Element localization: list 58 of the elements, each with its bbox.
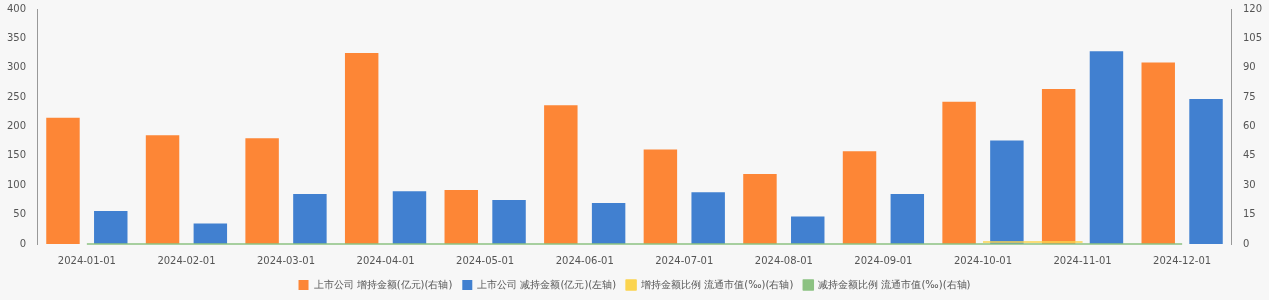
y-tick-label: 100 bbox=[6, 178, 27, 190]
x-tick-label: 2024-07-01 bbox=[655, 254, 714, 266]
bar bbox=[46, 117, 80, 244]
bar bbox=[743, 174, 777, 244]
bar bbox=[293, 194, 327, 244]
bar bbox=[791, 216, 825, 244]
bar bbox=[145, 135, 180, 244]
x-tick-label: 2024-06-01 bbox=[555, 254, 614, 266]
x-tick-label: 2024-05-01 bbox=[456, 254, 515, 266]
y2-tick-label: 0 bbox=[1242, 237, 1250, 249]
x-tick-label: 2024-02-01 bbox=[157, 254, 216, 266]
bar bbox=[344, 53, 379, 244]
legend-label: 上市公司 减持金额(亿元)(左轴) bbox=[477, 278, 617, 290]
legend-label: 增持金额比例 流通市值(‰)(右轴) bbox=[640, 278, 794, 290]
y-tick-label: 200 bbox=[6, 120, 27, 132]
y-tick-label: 300 bbox=[6, 61, 27, 73]
bar bbox=[1141, 62, 1175, 244]
bar bbox=[1189, 98, 1223, 244]
y2-tick-label: 45 bbox=[1242, 149, 1256, 161]
y2-tick-label: 120 bbox=[1242, 2, 1263, 14]
bar bbox=[942, 101, 976, 244]
bar bbox=[842, 151, 877, 244]
y-tick-label: 0 bbox=[19, 237, 27, 249]
bar bbox=[990, 140, 1024, 244]
bar bbox=[544, 105, 578, 244]
y2-tick-label: 15 bbox=[1242, 208, 1256, 220]
y-tick-label: 150 bbox=[6, 149, 27, 161]
y2-tick-label: 60 bbox=[1242, 120, 1256, 132]
x-tick-label: 2024-10-01 bbox=[953, 254, 1013, 266]
x-tick-label: 2024-01-01 bbox=[57, 254, 116, 266]
bar bbox=[444, 189, 478, 244]
y-tick-label: 350 bbox=[6, 31, 27, 43]
bar bbox=[591, 202, 626, 244]
x-tick-label: 2024-08-01 bbox=[754, 254, 813, 266]
y-tick-label: 400 bbox=[6, 2, 27, 14]
bar bbox=[94, 211, 128, 244]
bar bbox=[1089, 51, 1124, 244]
x-tick-label: 2024-12-01 bbox=[1153, 254, 1212, 266]
bar bbox=[193, 223, 228, 244]
bar bbox=[643, 149, 678, 244]
bar bbox=[245, 138, 279, 244]
bar bbox=[392, 191, 427, 244]
x-tick-label: 2024-04-01 bbox=[356, 254, 415, 266]
legend-label: 上市公司 增持金额(亿元)(右轴) bbox=[313, 278, 453, 290]
y2-tick-label: 30 bbox=[1242, 178, 1256, 190]
x-tick-label: 2024-03-01 bbox=[256, 254, 316, 266]
bar bbox=[890, 194, 925, 244]
legend-label: 减持金额比例 流通市值(‰)(右轴) bbox=[818, 278, 971, 290]
x-tick-label: 2024-11-01 bbox=[1053, 254, 1112, 266]
y2-tick-label: 75 bbox=[1242, 90, 1256, 102]
y-tick-label: 250 bbox=[6, 90, 27, 102]
bar bbox=[691, 192, 725, 244]
bar bbox=[1041, 88, 1076, 244]
x-tick-label: 2024-09-01 bbox=[854, 254, 913, 266]
y2-tick-label: 105 bbox=[1242, 31, 1263, 43]
y2-tick-label: 90 bbox=[1242, 61, 1256, 73]
bar bbox=[492, 199, 526, 244]
y-tick-label: 50 bbox=[13, 208, 27, 220]
